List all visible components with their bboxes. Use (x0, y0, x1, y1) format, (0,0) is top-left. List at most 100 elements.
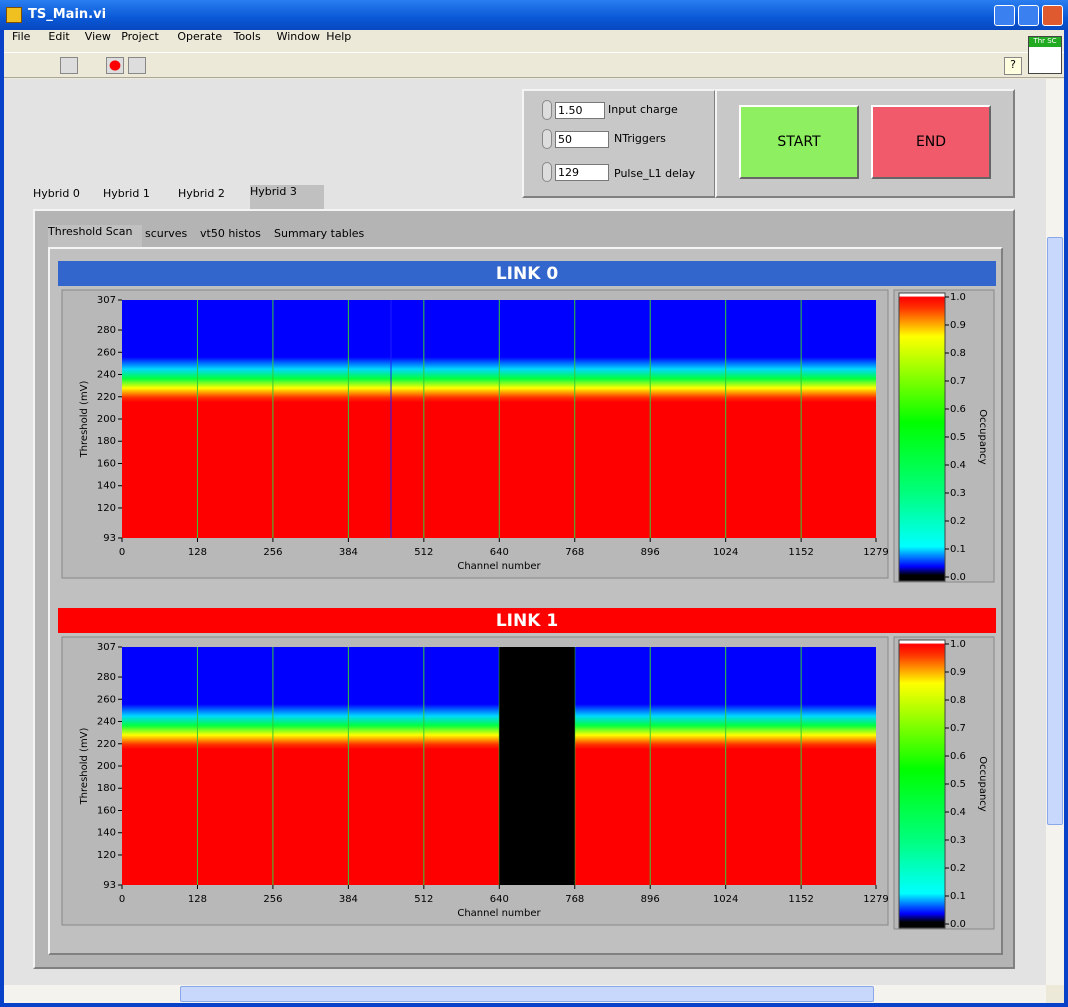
z-tick-label: 0.1 (950, 544, 966, 555)
app-icon (6, 7, 22, 23)
hybrid-tab[interactable]: Hybrid 2 (178, 187, 225, 200)
x-tick-label: 1152 (788, 547, 813, 558)
dead-region (499, 647, 575, 885)
menu-item[interactable]: Help (326, 30, 352, 43)
menu-item[interactable]: File (12, 30, 31, 43)
z-tick-label: 0.7 (950, 723, 966, 734)
hybrid-tab[interactable]: Hybrid 1 (103, 187, 150, 200)
x-tick-label: 384 (339, 547, 358, 558)
control-label: Input charge (608, 103, 678, 116)
vi-icon-label: Thr SC (1029, 37, 1061, 47)
maximize-button[interactable] (1018, 5, 1039, 26)
y-axis-label: Threshold (mV) (79, 727, 90, 805)
graph: LINK 0 0 128 256 384 512 640 768 896 1024 1152 1279… (58, 261, 996, 583)
y-tick-label: 180 (97, 436, 116, 447)
z-tick-label: 0.7 (950, 376, 966, 387)
title-bar: TS_Main.vi (0, 0, 1068, 30)
y-tick-label: 240 (97, 717, 116, 728)
x-tick-label: 256 (263, 547, 282, 558)
y-tick-label: 120 (97, 503, 116, 514)
start-button[interactable]: START (739, 105, 859, 179)
sub-tab[interactable]: scurves (145, 227, 188, 240)
x-tick-label: 640 (490, 894, 509, 905)
link-title: LINK 1 (496, 611, 558, 631)
y-tick-label: 220 (97, 392, 116, 403)
menu-item[interactable]: View (84, 30, 111, 43)
minimize-button[interactable] (994, 5, 1015, 26)
help-button[interactable]: ? (1004, 57, 1022, 75)
vi-icon: Thr SC (1028, 36, 1062, 74)
x-tick-label: 1279 (863, 894, 888, 905)
client-area: File Edit View Project Operate Tools Window Hel… (4, 30, 1064, 1003)
run-button[interactable] (60, 57, 78, 74)
horizontal-scrollbar[interactable] (4, 985, 1046, 1003)
hybrid-tab[interactable]: Hybrid 0 (33, 187, 80, 200)
graph: LINK 1 0 128 256 384 512 640 768 896 1024 1152 1279… (58, 608, 996, 930)
z-tick-label: 0.9 (950, 320, 966, 331)
menu-item[interactable]: Window (276, 30, 320, 43)
x-tick-label: 768 (565, 547, 584, 558)
menu-item[interactable]: Operate (177, 30, 223, 43)
z-tick-label: 0.4 (950, 807, 966, 818)
menu-item[interactable]: Edit (48, 30, 70, 43)
y-axis-label: Threshold (mV) (79, 380, 90, 458)
x-tick-label: 512 (414, 894, 433, 905)
toolbar: ? (4, 52, 1064, 78)
x-tick-label: 640 (490, 547, 509, 558)
y-tick-label: 93 (103, 880, 116, 891)
y-tick-label: 200 (97, 761, 116, 772)
colorbar (898, 292, 946, 582)
close-button[interactable] (1042, 5, 1063, 26)
x-axis-label: Channel number (457, 908, 541, 919)
y-tick-label: 280 (97, 325, 116, 336)
end-button[interactable]: END (871, 105, 991, 179)
z-tick-label: 0.9 (950, 667, 966, 678)
spinner[interactable] (542, 100, 552, 120)
x-tick-label: 0 (119, 894, 125, 905)
menu-item[interactable]: Project (121, 30, 159, 43)
spinner[interactable] (542, 129, 552, 149)
x-tick-label: 128 (188, 547, 207, 558)
y-tick-label: 120 (97, 850, 116, 861)
spinner[interactable] (542, 162, 552, 182)
abort-button[interactable] (106, 57, 124, 74)
z-tick-label: 0.5 (950, 779, 966, 790)
link-title: LINK 0 (496, 264, 558, 284)
z-axis-label: Occupancy (977, 409, 988, 465)
colorbar (898, 639, 946, 929)
sub-tab[interactable]: Summary tables (274, 227, 365, 240)
x-tick-label: 768 (565, 894, 584, 905)
menu-item[interactable]: Tools (233, 30, 261, 43)
z-tick-label: 0.3 (950, 488, 966, 499)
numeric-input[interactable]: 50 (555, 131, 609, 148)
controls-box: 1.50 Input charge 50 NTriggers 129 Pulse_L1 d… (522, 89, 716, 198)
vertical-scrollbar[interactable] (1046, 79, 1064, 985)
y-tick-label: 93 (103, 533, 116, 544)
y-tick-label: 180 (97, 783, 116, 794)
z-tick-label: 0.4 (950, 460, 966, 471)
control-label: Pulse_L1 delay (614, 167, 696, 180)
scroll-thumb[interactable] (1047, 237, 1063, 825)
hybrid-tab[interactable]: Hybrid 3 (250, 185, 324, 211)
y-tick-label: 307 (97, 295, 116, 306)
z-tick-label: 0.6 (950, 751, 966, 762)
x-tick-label: 256 (263, 894, 282, 905)
z-axis-label: Occupancy (977, 756, 988, 812)
y-tick-label: 240 (97, 370, 116, 381)
sub-tab[interactable]: vt50 histos (200, 227, 261, 240)
x-tick-label: 1152 (788, 894, 813, 905)
scroll-thumb[interactable] (180, 986, 874, 1002)
link-banner (58, 261, 996, 286)
sub-tab[interactable]: Threshold Scan (48, 225, 142, 248)
x-tick-label: 384 (339, 894, 358, 905)
z-tick-label: 0.3 (950, 835, 966, 846)
buttons-box: START END (715, 89, 1015, 198)
x-tick-label: 896 (641, 547, 660, 558)
numeric-input[interactable]: 129 (555, 164, 609, 181)
x-tick-label: 1279 (863, 547, 888, 558)
z-tick-label: 0.0 (950, 919, 966, 930)
pause-button[interactable] (128, 57, 146, 74)
control-label: NTriggers (614, 132, 666, 145)
numeric-input[interactable]: 1.50 (555, 102, 605, 119)
